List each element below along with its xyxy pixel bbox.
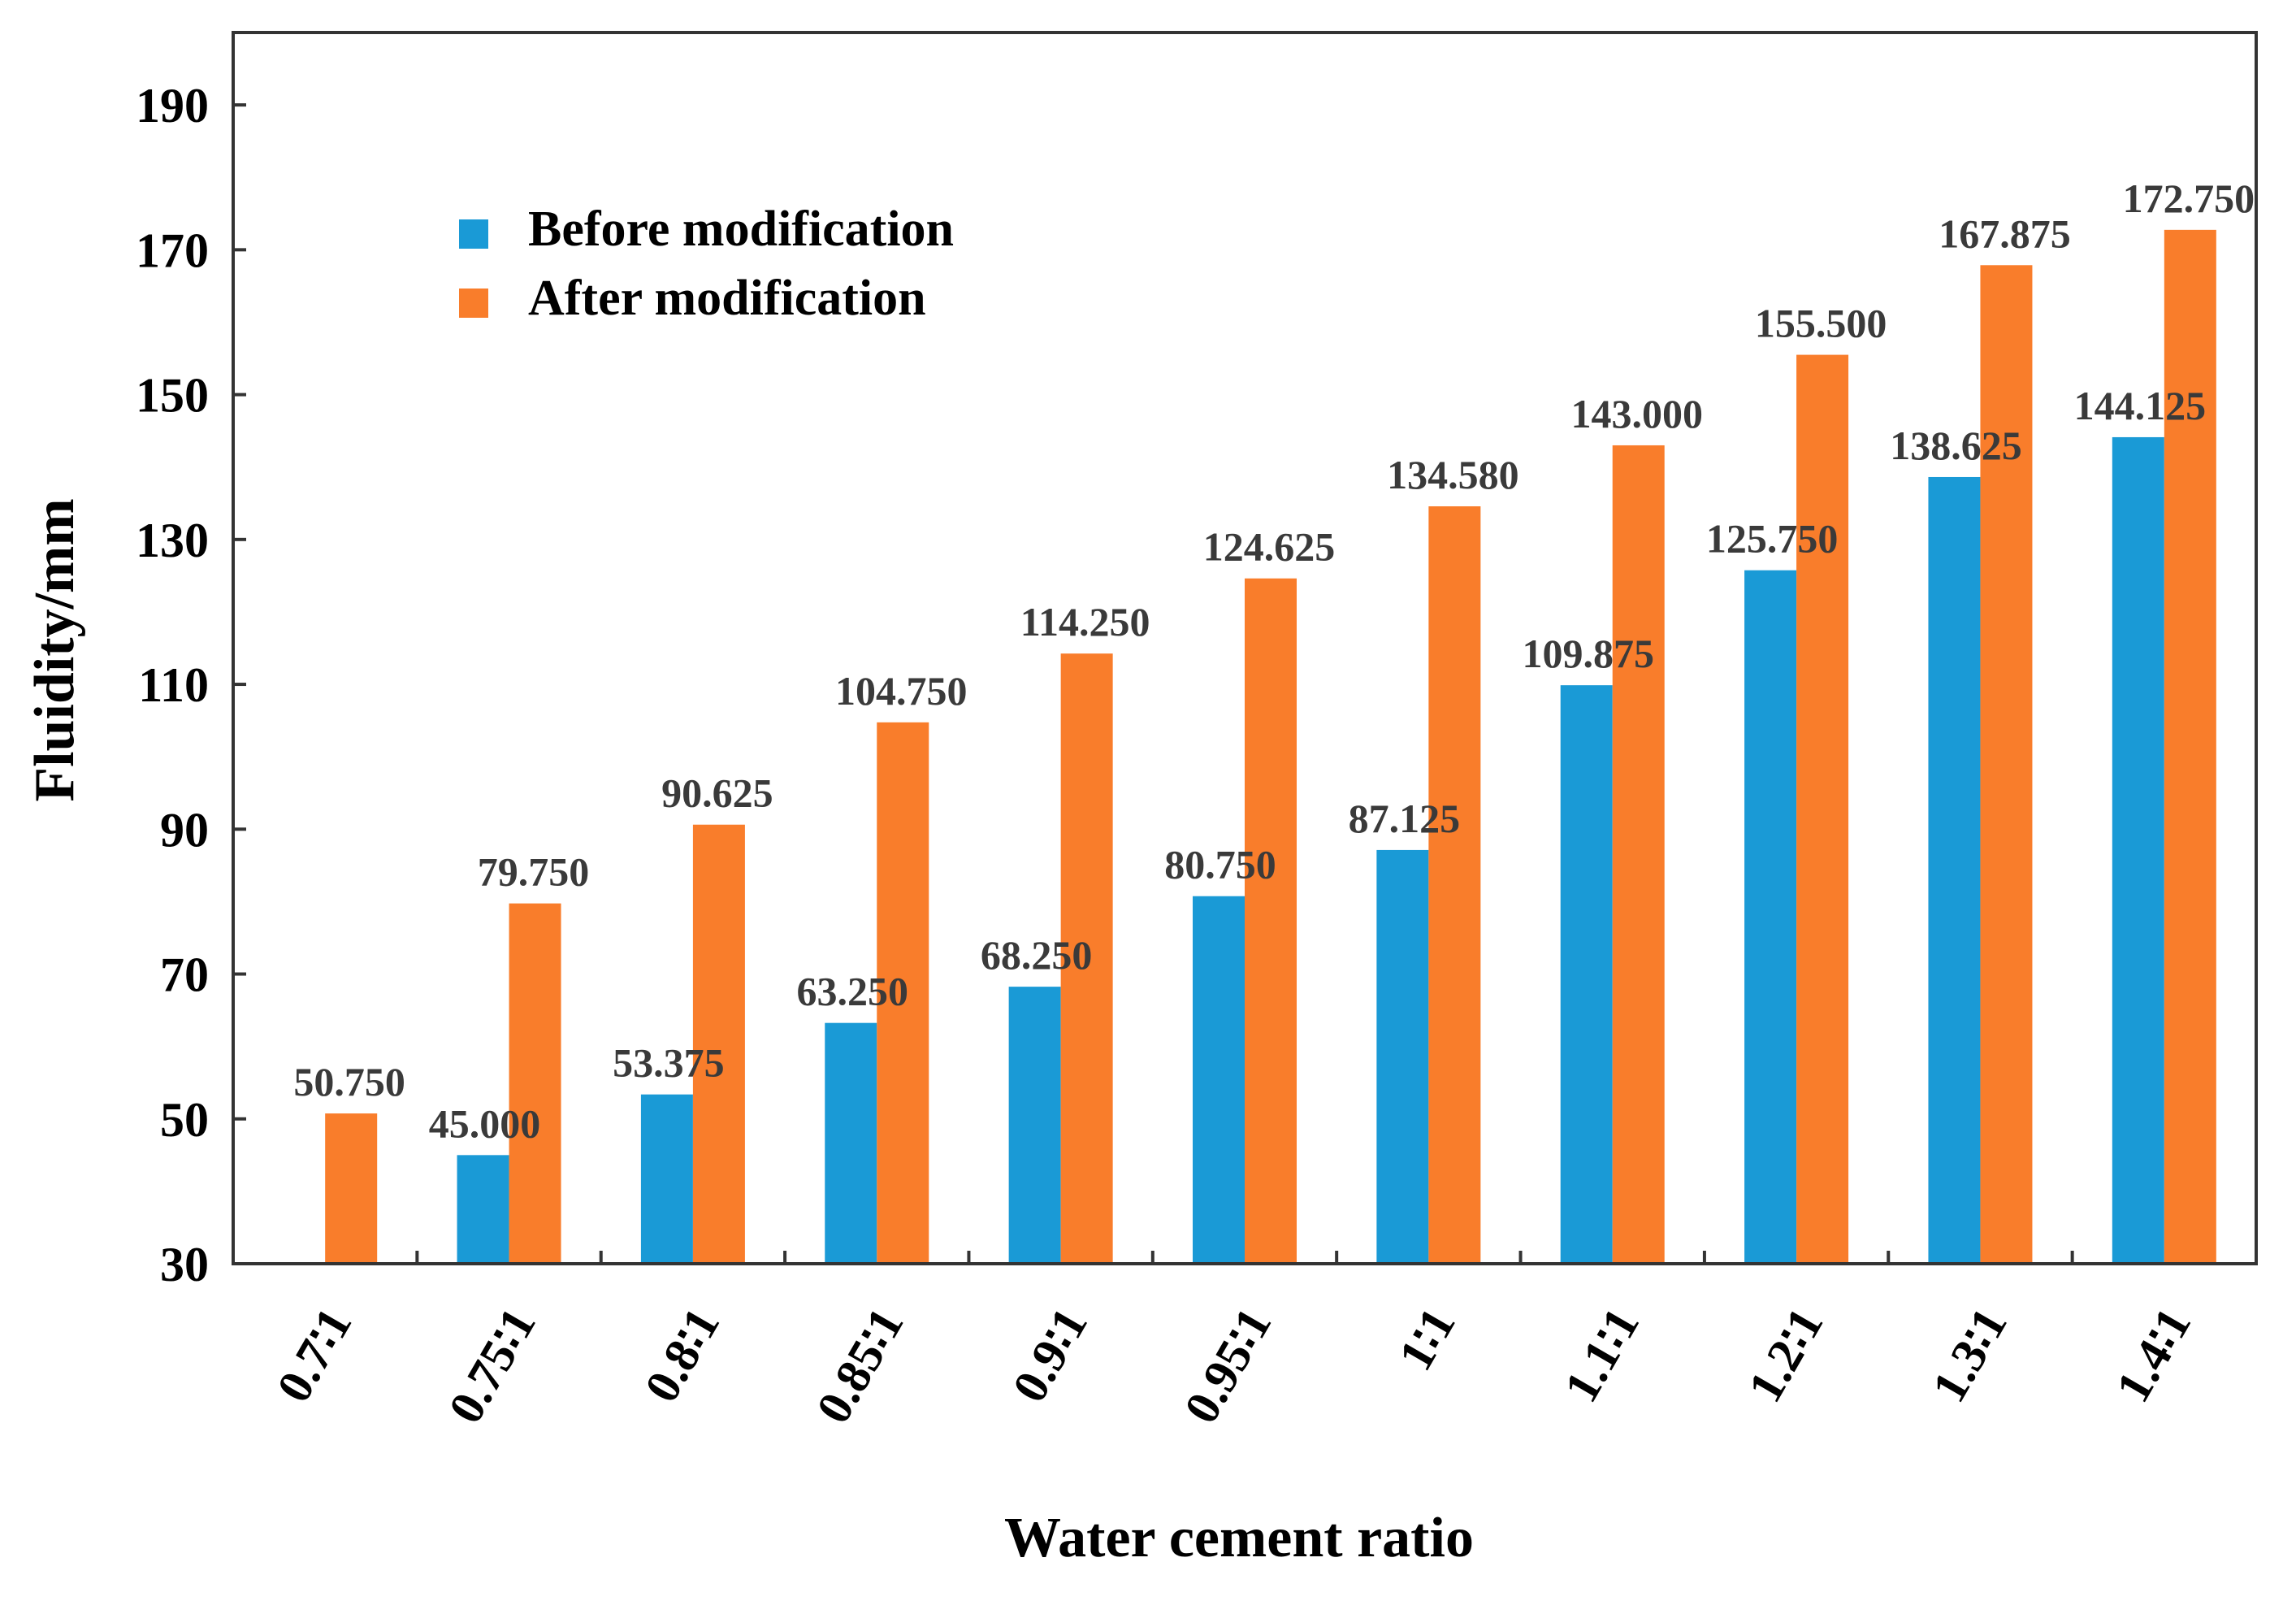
bar-before-1 xyxy=(457,1155,509,1264)
plot-frame xyxy=(232,31,2258,1265)
data-label-after-1: 79.750 xyxy=(478,849,590,895)
bar-after-4 xyxy=(1060,653,1113,1264)
legend: Before modification After modification xyxy=(459,202,954,326)
y-tick-label: 70 xyxy=(160,948,209,1002)
data-label-after-4: 114.250 xyxy=(1020,599,1150,644)
legend-label-after: After modification xyxy=(528,271,926,326)
bar-after-3 xyxy=(877,722,929,1264)
data-label-before-5: 80.750 xyxy=(1164,842,1276,887)
bar-before-10 xyxy=(2112,436,2164,1264)
data-label-before-2: 53.375 xyxy=(613,1040,725,1086)
data-label-after-5: 124.625 xyxy=(1203,524,1336,570)
data-label-before-6: 87.125 xyxy=(1349,796,1461,841)
bar-before-5 xyxy=(1193,896,1245,1264)
y-tick-label: 170 xyxy=(136,223,209,277)
data-label-before-1: 45.000 xyxy=(429,1100,541,1146)
bar-after-5 xyxy=(1245,578,1297,1264)
legend-swatch-after xyxy=(459,289,488,318)
bar-before-9 xyxy=(1928,476,1981,1264)
data-label-after-10: 172.750 xyxy=(2123,176,2255,221)
bar-after-9 xyxy=(1980,265,2033,1265)
x-axis-title: Water cement ratio xyxy=(1004,1507,1474,1569)
bar-after-2 xyxy=(692,824,745,1264)
data-label-before-3: 63.250 xyxy=(797,969,909,1014)
bar-after-7 xyxy=(1612,445,1665,1264)
data-label-before-10: 144.125 xyxy=(2074,383,2207,428)
bar-after-0 xyxy=(325,1113,378,1264)
data-label-after-6: 134.580 xyxy=(1387,452,1519,497)
bar-after-8 xyxy=(1796,354,1849,1265)
bar-before-2 xyxy=(640,1094,693,1264)
legend-swatch-before xyxy=(459,219,488,249)
bar-after-10 xyxy=(2164,229,2216,1264)
bar-before-6 xyxy=(1376,849,1429,1264)
y-tick-label: 50 xyxy=(160,1093,209,1147)
data-label-after-3: 104.750 xyxy=(835,668,968,714)
y-axis-title: Fluidity/mm xyxy=(24,498,86,801)
bar-after-6 xyxy=(1428,506,1481,1264)
bar-before-7 xyxy=(1560,685,1613,1264)
data-label-before-9: 138.625 xyxy=(1890,423,2022,468)
y-tick-label: 90 xyxy=(160,803,209,857)
data-label-after-7: 143.000 xyxy=(1570,391,1703,436)
bars-layer xyxy=(325,229,2216,1265)
legend-label-before: Before modification xyxy=(528,202,954,257)
data-label-after-0: 50.750 xyxy=(293,1059,405,1104)
data-label-after-8: 155.500 xyxy=(1755,301,1887,346)
data-label-after-9: 167.875 xyxy=(1939,210,2071,256)
y-tick-label: 190 xyxy=(136,79,209,132)
data-label-after-2: 90.625 xyxy=(661,770,773,816)
bar-before-4 xyxy=(1008,987,1061,1264)
bar-before-3 xyxy=(825,1022,877,1264)
bar-before-8 xyxy=(1744,570,1797,1264)
y-tick-label: 130 xyxy=(136,514,209,567)
bar-after-1 xyxy=(509,903,561,1264)
y-axis: 30 50 70 90 110 130 150 170 190 xyxy=(136,79,246,1291)
data-labels-layer: 45.000 53.375 63.250 68.250 80.750 87.125 109.… xyxy=(293,176,2255,1146)
data-label-before-4: 68.250 xyxy=(981,932,1093,978)
y-tick-label: 30 xyxy=(160,1238,209,1291)
data-label-before-7: 109.875 xyxy=(1522,631,1654,676)
y-tick-label: 150 xyxy=(136,369,209,423)
data-label-before-8: 125.750 xyxy=(1706,516,1839,562)
y-tick-label: 110 xyxy=(138,658,209,712)
